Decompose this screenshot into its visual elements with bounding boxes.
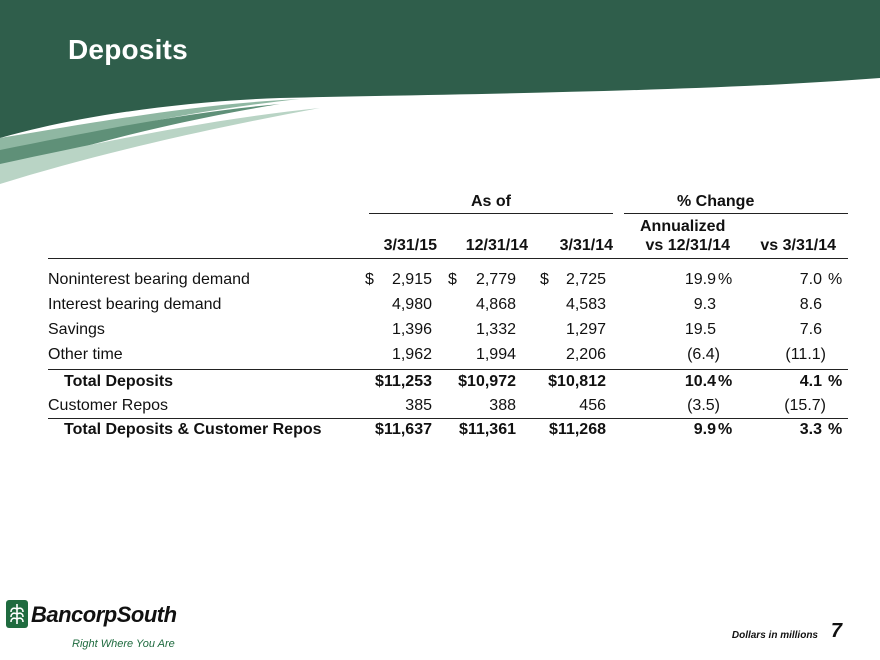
value-12-31-14: 2,779 <box>475 271 516 288</box>
value-3-31-15: 2,915 <box>391 271 432 288</box>
table-row-grand-total: Total Deposits & Customer Repos $11,637 … <box>48 421 848 445</box>
pct-vs-12-31-14: 19.9 <box>684 271 716 288</box>
as-of-rule <box>369 213 613 214</box>
col-header-5: vs 3/31/14 <box>760 237 836 254</box>
header-rule <box>48 258 848 259</box>
pct-vs-12-31-14: 10.4 <box>684 373 716 390</box>
footnote: Dollars in millions <box>731 630 818 641</box>
pct-unit: % <box>718 421 733 438</box>
grand-total-rule <box>48 418 848 419</box>
row-label: Noninterest bearing demand <box>48 271 250 288</box>
table-row: Other time 1,962 1,994 2,206 (6.4) (11.1… <box>48 346 848 370</box>
pct-vs-3-31-14: 3.3 <box>799 421 822 438</box>
banner-background <box>0 0 880 138</box>
pct-unit: % <box>718 373 733 390</box>
logo-wheat-icon <box>6 600 28 628</box>
table-row: Noninterest bearing demand $ 2,915 $ 2,7… <box>48 271 848 295</box>
value-3-31-15: $11,253 <box>375 373 432 390</box>
col-header-4: vs 12/31/14 <box>645 237 730 254</box>
value-12-31-14: 1,332 <box>475 321 516 338</box>
value-3-31-15: $11,637 <box>375 421 432 438</box>
row-label: Customer Repos <box>48 397 169 414</box>
pct-vs-3-31-14: 7.6 <box>799 321 822 338</box>
pct-unit: % <box>828 421 843 438</box>
row-label: Other time <box>48 346 123 363</box>
pct-vs-3-31-14: (15.7) <box>784 397 826 414</box>
value-12-31-14: 1,994 <box>475 346 516 363</box>
table-row: Interest bearing demand 4,980 4,868 4,58… <box>48 296 848 320</box>
pct-vs-12-31-14: 19.5 <box>684 321 716 338</box>
as-of-header: As of <box>471 193 511 210</box>
subtotal-rule <box>48 369 848 370</box>
value-3-31-14: 4,583 <box>565 296 606 313</box>
value-12-31-14: 4,868 <box>475 296 516 313</box>
pct-vs-3-31-14: 8.6 <box>799 296 822 313</box>
row-label: Interest bearing demand <box>48 296 222 313</box>
value-12-31-14: $11,361 <box>459 421 516 438</box>
pct-vs-3-31-14: (11.1) <box>785 346 826 363</box>
dollar-sign: $ <box>448 271 457 288</box>
logo-tagline: Right Where You Are <box>72 638 175 650</box>
value-3-31-15: 4,980 <box>391 296 432 313</box>
value-3-31-14: 1,297 <box>565 321 606 338</box>
col-header-1: 3/31/15 <box>383 237 437 254</box>
logo-name: BancorpSouth <box>31 602 177 627</box>
value-12-31-14: $10,972 <box>458 373 516 390</box>
pct-vs-3-31-14: 4.1 <box>799 373 822 390</box>
value-3-31-15: 1,396 <box>391 321 432 338</box>
dollar-sign: $ <box>365 271 374 288</box>
value-3-31-14: 456 <box>579 397 606 414</box>
value-3-31-15: 1,962 <box>391 346 432 363</box>
pct-vs-12-31-14: 9.3 <box>693 296 716 313</box>
pct-unit: % <box>718 271 733 288</box>
annualized-header: Annualized <box>640 218 726 235</box>
row-label: Total Deposits <box>64 373 174 390</box>
table-row-total: Total Deposits $11,253 $10,972 $10,812 1… <box>48 373 848 397</box>
col-header-3: 3/31/14 <box>559 237 613 254</box>
value-3-31-14: $11,268 <box>549 421 606 438</box>
pct-change-header: % Change <box>677 193 755 210</box>
table-row: Savings 1,396 1,332 1,297 19.5 7.6 <box>48 321 848 345</box>
pct-vs-12-31-14: (6.4) <box>687 346 720 363</box>
value-3-31-14: $10,812 <box>548 373 606 390</box>
banner-swoosh-light <box>0 99 300 162</box>
value-3-31-15: 385 <box>405 397 432 414</box>
pct-unit: % <box>828 373 843 390</box>
pct-vs-12-31-14: 9.9 <box>693 421 716 438</box>
value-3-31-14: 2,206 <box>565 346 606 363</box>
pct-change-rule <box>624 213 848 214</box>
row-label: Total Deposits & Customer Repos <box>64 421 322 438</box>
col-header-2: 12/31/14 <box>465 237 528 254</box>
pct-vs-12-31-14: (3.5) <box>687 397 720 414</box>
dollar-sign: $ <box>540 271 549 288</box>
value-12-31-14: 388 <box>489 397 516 414</box>
value-3-31-14: 2,725 <box>565 271 606 288</box>
table-row: Customer Repos 385 388 456 (3.5) (15.7) <box>48 397 848 421</box>
page-number: 7 <box>830 620 842 642</box>
pct-vs-3-31-14: 7.0 <box>799 271 822 288</box>
page-title: Deposits <box>68 34 188 65</box>
header-banner <box>0 0 880 184</box>
pct-unit: % <box>828 271 843 288</box>
row-label: Savings <box>48 321 105 338</box>
